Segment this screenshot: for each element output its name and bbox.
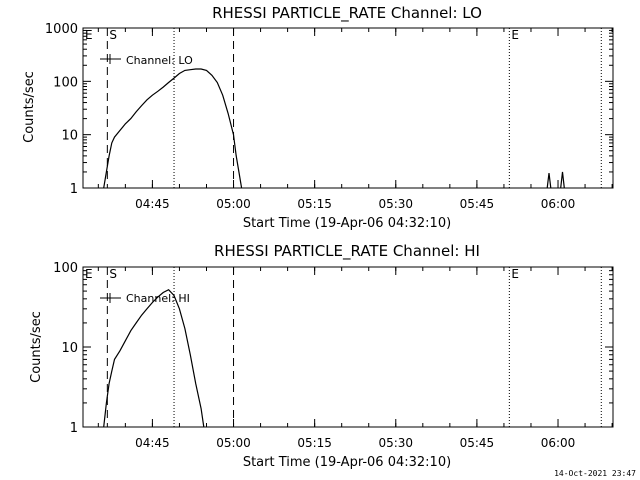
panel-lo-series-line-1 [546, 173, 552, 189]
panel-hi-xtick-label: 04:45 [135, 436, 170, 450]
panel-lo-title: RHESSI PARTICLE_RATE Channel: LO [212, 4, 482, 23]
panel-lo-marker-label: E [85, 28, 93, 42]
panel-lo-ytick-label: 10 [61, 129, 78, 144]
plot-layer: 04:45 05:00 05:15 05:30 05:45 06:001101001000… [45, 22, 614, 450]
panel-lo-xtick-label: 05:15 [297, 197, 332, 211]
panel-lo-xtick-label: 05:30 [378, 197, 413, 211]
panel-hi-ytick-label: 100 [53, 261, 78, 276]
panel-hi-marker-label: E [85, 267, 93, 281]
panel-hi-ytick-label: 10 [61, 341, 78, 356]
panel-lo-ylabel: Counts/sec [22, 71, 37, 143]
panel-lo-xtick-label: 06:00 [541, 197, 576, 211]
panel-hi-title: RHESSI PARTICLE_RATE Channel: HI [214, 242, 480, 261]
panel-lo-series-line-0 [103, 68, 243, 189]
panel-lo-ytick-label: 1 [70, 182, 78, 197]
panel-hi-xtick-label: 05:00 [216, 436, 251, 450]
panel-hi-xtick-label: 06:00 [541, 436, 576, 450]
panel-lo-marker-label: E [511, 28, 519, 42]
panel-hi-marker-label: S [109, 267, 117, 281]
panel-lo-axes-frame [82, 27, 614, 189]
panel-hi-ylabel: Counts/sec [29, 311, 44, 383]
panel-lo-series-line-2 [560, 171, 565, 189]
panel-hi-series-line-0 [103, 288, 205, 428]
panel-lo-xtick-label: 05:45 [460, 197, 495, 211]
panel-lo-legend-label: Channel: LO [126, 54, 193, 67]
generated-timestamp: 14-Oct-2021 23:47 [554, 469, 636, 478]
panel-lo-xtick-label: 04:45 [135, 197, 170, 211]
panel-hi-xtick-label: 05:15 [297, 436, 332, 450]
panel-lo-xtick-label: 05:00 [216, 197, 251, 211]
panel-lo-ytick-label: 100 [53, 75, 78, 90]
panel-hi-xlabel: Start Time (19-Apr-06 04:32:10) [243, 455, 451, 470]
panel-hi-xtick-label: 05:45 [460, 436, 495, 450]
panel-hi-xtick-label: 05:30 [378, 436, 413, 450]
panel-lo-marker-label: S [109, 28, 117, 42]
panel-lo-ytick-label: 1000 [45, 22, 78, 37]
panel-lo-xlabel: Start Time (19-Apr-06 04:32:10) [243, 216, 451, 231]
panel-hi-legend-label: Channel: HI [126, 292, 190, 305]
panel-hi-marker-label: E [511, 267, 519, 281]
panel-hi-ytick-label: 1 [70, 421, 78, 436]
